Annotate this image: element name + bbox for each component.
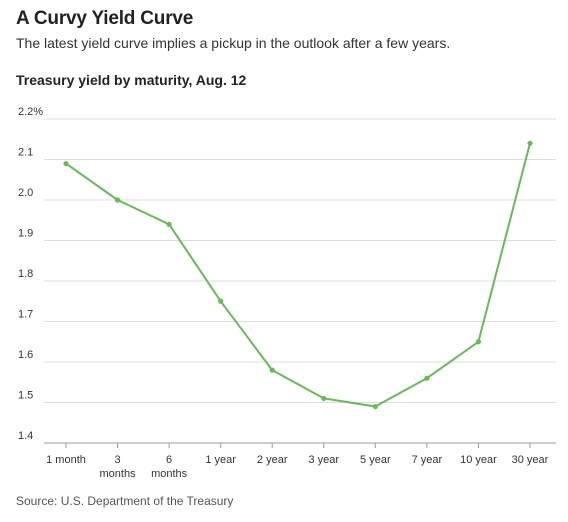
y-tick-label: 1.6	[18, 349, 33, 361]
x-tick-label: 2 year	[257, 454, 288, 466]
x-tick-label: 5 year	[360, 454, 391, 466]
x-tick-label: months	[100, 468, 137, 480]
y-tick-label: 2.0	[18, 187, 33, 199]
data-point	[63, 160, 69, 167]
data-point	[372, 403, 378, 410]
series-layer	[63, 140, 533, 410]
series-line	[65, 143, 531, 408]
data-point	[321, 395, 327, 402]
data-point	[269, 367, 275, 373]
data-point	[218, 298, 224, 304]
data-point	[114, 197, 121, 203]
x-tick-label: 1 month	[46, 454, 86, 466]
x-tick-label: 1 year	[205, 454, 236, 466]
x-tick-label: 3	[114, 454, 120, 466]
x-tick-label: months	[151, 468, 188, 480]
y-tick-label: 2.1	[18, 147, 33, 159]
data-point	[166, 221, 172, 227]
x-tick-label: 3 year	[308, 454, 339, 466]
chart-subtitle: The latest yield curve implies a pickup …	[16, 35, 451, 51]
chart-heading: Treasury yield by maturity, Aug. 12	[16, 72, 247, 88]
y-tick-label: 1.7	[18, 309, 33, 321]
data-point	[424, 375, 430, 381]
data-point	[475, 339, 482, 345]
x-axis-ticks: 1 month 3 months 6 months 1 year 2 year 3 year 5…	[46, 454, 549, 480]
y-axis-ticks: 1.4 1.5 1.6 1.7 1.8 1.9 2.0 2.1 2.2%	[18, 106, 43, 442]
x-tick-label: 7 year	[412, 454, 443, 466]
y-tick-label: 1.5	[18, 390, 33, 402]
x-axis	[44, 442, 556, 448]
x-tick-label: 30 year	[512, 454, 549, 466]
x-tick-label: 10 year	[460, 454, 497, 466]
grid-lines	[44, 118, 556, 403]
data-point	[527, 140, 533, 146]
chart-title: A Curvy Yield Curve	[16, 8, 194, 29]
y-tick-label: 2.2%	[18, 106, 43, 118]
source-note: Source: U.S. Department of the Treasury	[16, 494, 234, 508]
x-tick-label: 6	[166, 454, 172, 466]
y-tick-label: 1.9	[18, 228, 33, 240]
y-tick-label: 1.4	[18, 430, 33, 442]
y-tick-label: 1.8	[18, 268, 33, 280]
